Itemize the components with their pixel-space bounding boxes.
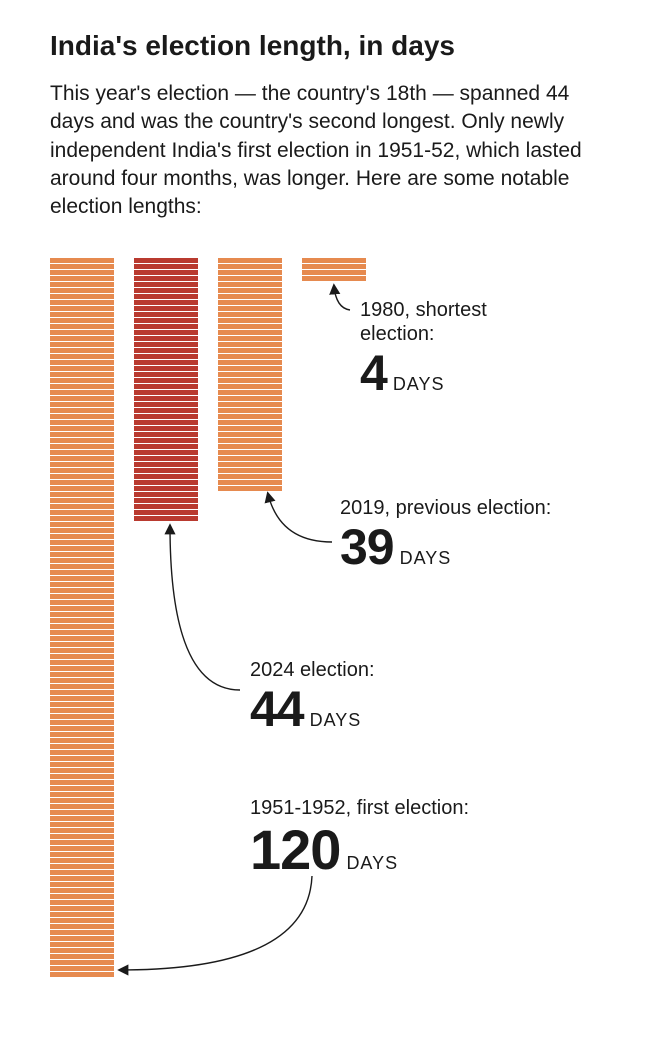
annotation-value: 120 DAYS (250, 822, 469, 878)
chart-description: This year's election — the country's 18t… (50, 80, 611, 222)
annotation-label: 1951-1952, first election: (250, 796, 469, 820)
annotation-number: 120 (250, 822, 340, 878)
annotation-unit: DAYS (346, 853, 398, 874)
chart-area: 1980, shortest election:4DAYS2019, previ… (50, 258, 611, 998)
annotation-arrow-3 (50, 258, 650, 1018)
annotation-b1951: 1951-1952, first election:120 DAYS (250, 796, 469, 878)
chart-title: India's election length, in days (50, 30, 611, 62)
